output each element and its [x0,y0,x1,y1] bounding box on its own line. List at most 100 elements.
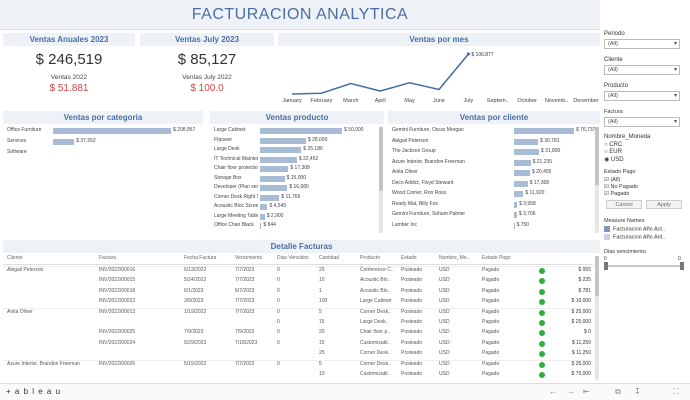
moneda-radio-usd[interactable]: ◉ USD [604,156,688,163]
kpi-month-card: Ventas July 2023 $ 85,127 Ventas July 20… [140,33,274,105]
table-cell: Pagado [482,298,500,305]
radio-empty-icon: ○ [604,149,610,155]
ventas-mes-tick-label: October [517,98,537,104]
ventas-producto-chart[interactable]: Large Cabinet $ 50,000 FIpower $ 28,000 Larg… [210,125,378,235]
kpi-annual-card: Ventas Anuales 2023 $ 246,519 Ventas 202… [3,33,135,105]
cliente-bar[interactable] [514,201,518,208]
estado-pago-checkbox[interactable]: ☑ Pagado [604,191,688,197]
detalle-table: Cliente Factura Fecha Factura Vencimiento Di… [3,255,593,382]
categoria-bar[interactable] [53,128,171,134]
fullscreen-icon[interactable]: ⛶ [673,387,679,396]
detalle-scroll-thumb[interactable] [595,256,599,296]
ventas-categoria-chart[interactable]: Office Furniture $ 208,957 Services $ 37,55… [3,125,203,235]
table-row[interactable] [3,359,593,370]
tableau-logo[interactable]: + a b l e a u [6,387,62,396]
measure-legend-item[interactable]: Facturacion Año Ant.. [604,234,688,241]
cliente-bar[interactable] [514,138,539,145]
table-row[interactable] [3,266,593,276]
ventas-mes-point[interactable] [466,52,470,56]
cliente-scroll-thumb[interactable] [595,127,599,185]
kpi-month-title: Ventas July 2023 [140,33,274,46]
cliente-value-label: $ 31,800 [540,148,561,154]
cliente-bar[interactable] [514,128,574,134]
cliente-bar[interactable] [514,222,515,229]
producto-scrollbar[interactable] [379,127,383,233]
dias-slider-track[interactable] [606,264,682,267]
cliente-bar-label: Abigail Peterson [392,137,429,144]
producto-bar[interactable] [260,204,268,210]
producto-bar[interactable] [260,156,297,163]
share-icon[interactable]: ⧉ [615,387,621,396]
producto-scroll-thumb[interactable] [379,127,383,191]
producto-bar[interactable] [260,223,262,229]
measure-legend-item[interactable]: Facturacion Año Act.. [604,226,688,232]
table-header-cell: Estado Pago [482,255,511,261]
dias-slider-handle-left[interactable] [604,261,608,270]
dashboard-title: FACTURACION ANALYTICA [191,6,409,23]
producto-value-label: $ 2,900 [266,212,284,219]
cancel-button[interactable]: Cancel [606,200,642,209]
dias-min: 0 [604,255,607,262]
table-cell: INV/2022/00016 [99,267,136,273]
undo-icon[interactable]: ← [549,387,557,396]
ventas-mes-title: Ventas por mes [278,33,600,46]
status-dot [539,340,545,347]
table-cell: 15 [319,339,325,346]
cliente-bar[interactable] [514,212,517,218]
ventas-mes-chart[interactable]: $ 106.877 January February March April May Jun… [278,46,600,108]
download-icon[interactable]: ↧ [634,387,641,396]
table-cell: 5 [319,360,322,367]
table-cell: 5/24/2022 [184,277,207,284]
cliente-bar[interactable] [514,191,524,197]
producto-bar-label: Developer (Plan services) [214,184,258,190]
producto-bar[interactable] [260,213,265,220]
producto-select[interactable]: (All) ▾ [604,91,680,101]
producto-bar-label: Large Desk [214,146,240,152]
factura-select[interactable]: (All) ▾ [604,117,680,127]
producto-bar[interactable] [260,128,342,134]
producto-bar[interactable] [260,166,289,172]
cliente-bar[interactable] [514,159,531,166]
cliente-bar[interactable] [514,170,530,176]
cliente-bar[interactable] [514,180,528,187]
status-dot [539,372,545,378]
table-cell: USD [439,350,450,357]
detalle-scrollbar[interactable] [595,256,599,380]
table-row[interactable] [3,307,593,318]
categoria-bar[interactable] [53,139,75,145]
ventas-mes-series-line[interactable] [291,53,470,95]
cliente-bar[interactable] [514,149,539,155]
table-header-cell: Cantidad [319,255,340,261]
producto-value-label: $ 28,000 [307,136,328,143]
estado-pago-checkbox[interactable]: ☑ (All) [604,177,688,183]
cliente-select[interactable]: (All) ▾ [604,65,680,75]
table-cell: Posteado [401,277,423,284]
producto-bar[interactable] [260,194,280,201]
table-cell-amount: $ 0 [584,329,591,336]
producto-bar[interactable] [260,175,285,182]
table-header-cell: Cliente [7,255,23,261]
dias-slider-handle-right[interactable] [680,261,684,270]
ventas-cliente-title: Ventas por cliente [388,111,600,124]
moneda-option-label: CRC [609,142,623,148]
periodo-select[interactable]: (All) ▾ [604,39,680,49]
moneda-radio-crc[interactable]: ○ CRC [604,142,688,148]
producto-bar-label: Chair floor protection [214,165,258,171]
producto-bar[interactable] [260,185,288,191]
estado-pago-checkbox[interactable]: ☑ No Pagado [604,184,688,190]
ventas-categoria-panel: Ventas por categoria Office Furniture $ 2… [3,111,203,236]
ventas-cliente-chart[interactable]: Gemini Furniture, Oscar Morgan $ 76,737 Ab… [388,125,595,235]
chevron-down-icon: ▾ [673,93,677,99]
revert-icon[interactable]: ⇤ [583,387,590,396]
apply-button[interactable]: Apply [646,200,682,209]
chevron-down-icon: ▾ [673,119,677,125]
table-cell: USD [439,371,450,377]
producto-bar[interactable] [260,137,306,144]
moneda-radio-eur[interactable]: ○ EUR [604,149,688,155]
table-cell: Corner Desk.. [360,308,391,315]
table-cell: Pagado [482,277,500,284]
producto-bar[interactable] [260,147,302,153]
table-cell: 0 [277,360,280,367]
redo-icon[interactable]: → [567,387,575,396]
cliente-scrollbar[interactable] [595,127,599,233]
